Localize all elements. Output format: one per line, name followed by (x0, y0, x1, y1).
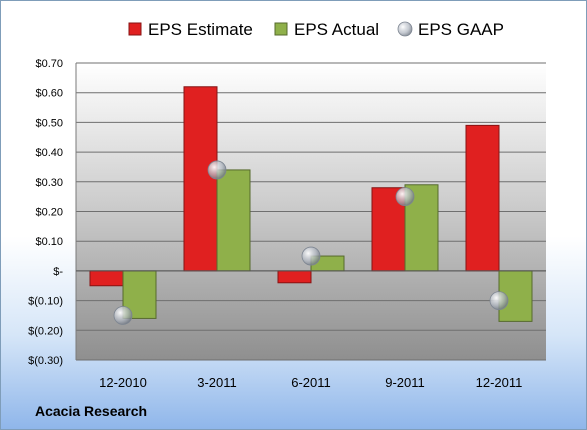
legend-swatch-eps-estimate (128, 22, 142, 36)
legend: EPS Estimate EPS Actual EPS GAAP (128, 20, 504, 39)
legend-swatch-eps-actual (274, 22, 288, 36)
y-tick-label: $0.50 (35, 117, 63, 129)
legend-swatch-eps-gaap (397, 21, 413, 37)
bar-eps-estimate (89, 270, 124, 287)
legend-label: EPS GAAP (418, 20, 504, 39)
y-tick-label: $(0.30) (28, 355, 63, 367)
y-tick-label: $0.70 (35, 58, 63, 70)
x-tick-label: 3-2011 (197, 375, 237, 390)
bar-eps-estimate (465, 124, 500, 272)
y-tick-label: $0.20 (35, 207, 63, 219)
legend-label: EPS Actual (294, 20, 379, 39)
x-tick-label: 6-2011 (291, 375, 331, 390)
y-tick-label: $(0.20) (28, 325, 63, 337)
y-tick-label: $0.60 (35, 88, 63, 100)
y-tick-label: $0.30 (35, 177, 63, 189)
y-tick-label: $0.10 (35, 236, 63, 248)
x-axis: 12-2010 3-2011 6-2011 9-2011 12-2011 (76, 270, 546, 390)
bar-eps-estimate (277, 270, 312, 284)
y-axis: $(0.30) $(0.20) $(0.10) $- $0.10 $0.20 $0.30 $0… (28, 58, 77, 367)
bar-eps-estimate (183, 86, 218, 272)
bar-eps-actual (216, 169, 251, 272)
y-tick-label: $(0.10) (28, 296, 63, 308)
x-tick-label: 12-2010 (99, 375, 147, 390)
marker-eps-gaap (113, 306, 133, 325)
y-tick-label: $0.40 (35, 147, 63, 159)
gaap-markers (113, 160, 509, 325)
marker-eps-gaap (489, 291, 509, 311)
y-tick-label: $- (53, 266, 63, 278)
marker-eps-gaap (395, 187, 415, 207)
company-label: Acacia Research (35, 403, 148, 419)
x-tick-label: 12-2011 (476, 375, 523, 390)
x-tick-label: 9-2011 (385, 375, 425, 390)
legend-label: EPS Estimate (148, 20, 253, 39)
marker-eps-gaap (207, 160, 227, 180)
marker-eps-gaap (301, 246, 321, 266)
